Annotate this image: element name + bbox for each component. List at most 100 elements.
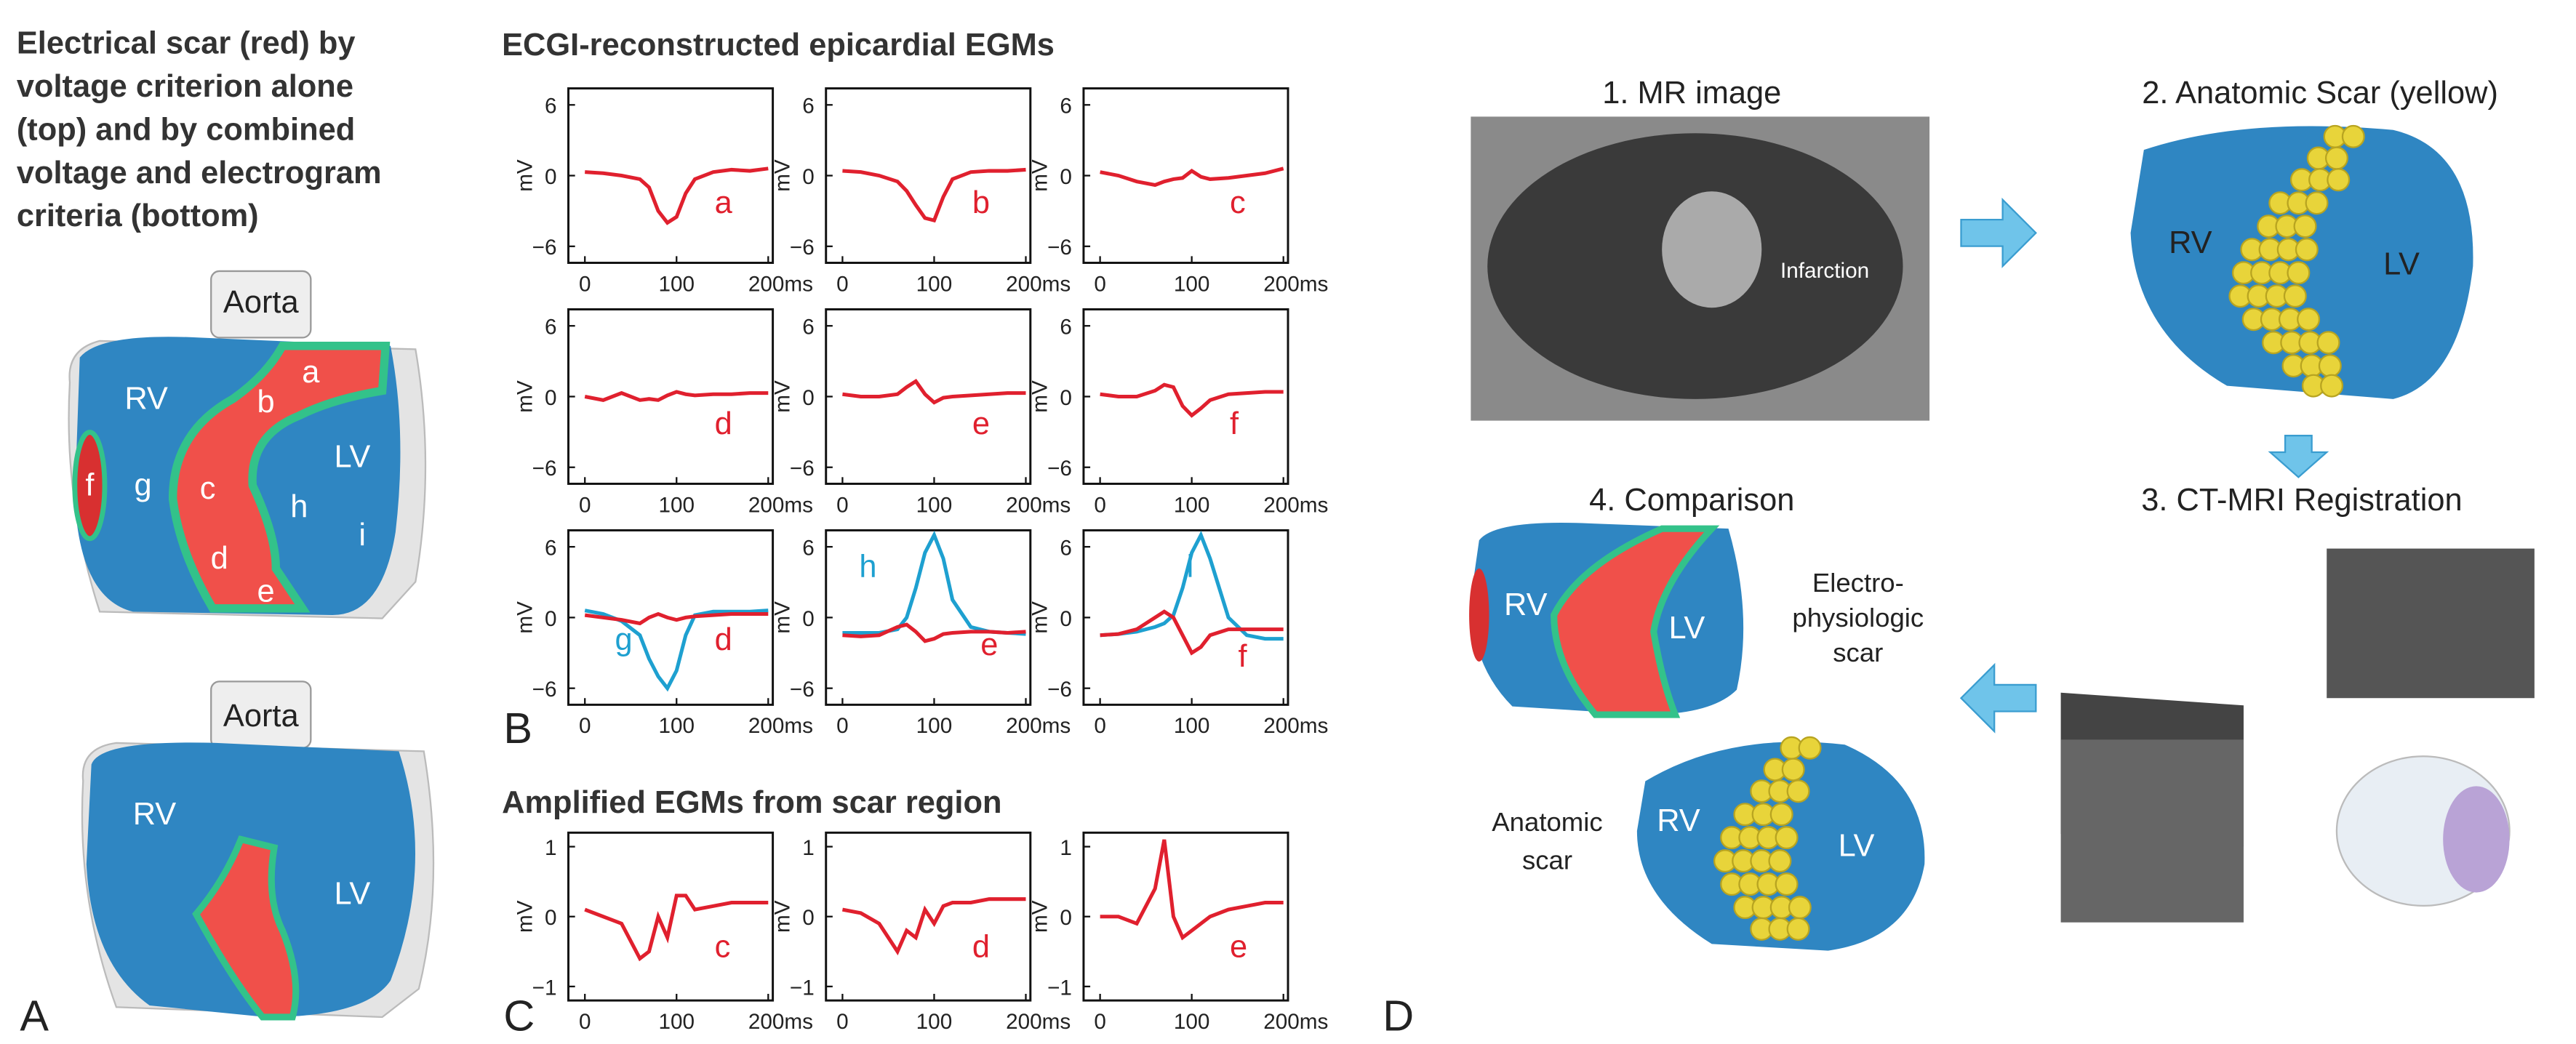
- x-tick-label: 200ms: [1263, 714, 1328, 738]
- y-axis-label: mV: [513, 159, 537, 192]
- y-tick-label: −6: [532, 678, 557, 702]
- plot-frame: [825, 87, 1032, 265]
- heart-label: LV: [335, 440, 371, 475]
- scar-ball: [1769, 803, 1793, 827]
- scar-ball: [2316, 331, 2340, 355]
- scar-region: [168, 342, 391, 613]
- title-line: voltage criterion alone: [17, 69, 353, 104]
- x-tick-label: 100: [658, 714, 695, 738]
- x-tick-label: 200ms: [748, 714, 813, 738]
- trace-label: a: [715, 185, 733, 220]
- heart-label: RV: [124, 382, 168, 417]
- trace-label: e: [980, 627, 998, 662]
- title-line: Electrical scar (red) by: [17, 26, 356, 61]
- y-axis-label: mV: [770, 380, 794, 413]
- x-tick-label: 200ms: [1006, 1010, 1071, 1034]
- scar-ball: [2283, 284, 2307, 308]
- y-axis-label: mV: [1028, 601, 1052, 634]
- arrow: [1960, 197, 2037, 268]
- x-tick-label: 200ms: [1263, 272, 1328, 296]
- heart-label: RV: [1657, 803, 1700, 838]
- scar-ball: [2297, 308, 2321, 332]
- x-tick-label: 100: [1174, 714, 1210, 738]
- trace-label: i: [1187, 549, 1194, 584]
- trace: [1100, 166, 1284, 188]
- y-tick-label: −1: [790, 976, 815, 1000]
- y-tick-label: 6: [545, 537, 557, 561]
- scar-ball: [1786, 779, 1810, 803]
- heart-label: Aorta: [223, 285, 300, 320]
- anatomic-scar: [1713, 736, 1822, 941]
- y-axis-label: mV: [770, 159, 794, 192]
- site-label: e: [257, 574, 275, 609]
- scar-caption: scar: [1522, 846, 1572, 875]
- step-title: 3. CT-MRI Registration: [2141, 483, 2462, 518]
- trace-label: g: [615, 622, 633, 657]
- x-tick-label: 100: [916, 714, 953, 738]
- scar-ball: [1775, 826, 1799, 850]
- trace-label: h: [859, 549, 876, 584]
- x-tick-label: 100: [658, 493, 695, 517]
- plot-frame: [567, 87, 775, 265]
- title-line: criteria (bottom): [17, 198, 259, 233]
- y-tick-label: −1: [532, 976, 557, 1000]
- y-tick-label: −6: [532, 457, 557, 481]
- heart-label: LV: [335, 877, 371, 912]
- arrow: [2268, 435, 2329, 478]
- title-line: (top) and by combined: [17, 112, 355, 147]
- x-tick-label: 100: [658, 272, 695, 296]
- x-tick-label: 0: [579, 1010, 591, 1034]
- site-label: d: [211, 541, 228, 576]
- y-tick-label: 0: [1060, 607, 1072, 631]
- y-axis-label: mV: [770, 900, 794, 933]
- site-label: i: [359, 518, 366, 553]
- y-tick-label: 1: [1060, 836, 1072, 860]
- x-tick-label: 0: [1094, 1010, 1106, 1034]
- x-tick-label: 200ms: [1006, 714, 1071, 738]
- heart-label: LV: [1839, 828, 1875, 863]
- panel-title: Amplified EGMs from scar region: [502, 785, 1001, 820]
- scar-ball: [2324, 146, 2348, 170]
- trace: [584, 611, 769, 626]
- y-tick-label: −6: [790, 678, 815, 702]
- scar-ball: [2287, 261, 2311, 285]
- scar-ball: [2327, 168, 2351, 192]
- trace-label: f: [1238, 639, 1247, 674]
- heart-label: RV: [2169, 225, 2212, 260]
- panel-label: B: [503, 704, 532, 752]
- y-tick-label: 6: [545, 316, 557, 340]
- y-tick-label: 0: [545, 165, 557, 189]
- scar-region: [1551, 525, 1720, 718]
- x-tick-label: 0: [836, 272, 849, 296]
- y-tick-label: 0: [802, 607, 815, 631]
- x-tick-label: 0: [579, 493, 591, 517]
- y-tick-label: 6: [1060, 95, 1072, 119]
- heart-label: LV: [1669, 611, 1705, 646]
- scar-region: [192, 835, 300, 1021]
- panel-label: C: [503, 991, 535, 1040]
- x-tick-label: 100: [1174, 272, 1210, 296]
- y-tick-label: 0: [802, 165, 815, 189]
- x-tick-label: 0: [836, 493, 849, 517]
- step-title: 2. Anatomic Scar (yellow): [2142, 76, 2498, 111]
- y-tick-label: 0: [545, 906, 557, 930]
- scar-ball: [1781, 758, 1805, 782]
- plot-frame: [825, 529, 1032, 706]
- site-label: h: [290, 489, 308, 524]
- trace: [584, 894, 769, 962]
- x-tick-label: 200ms: [1263, 493, 1328, 517]
- site-label: a: [302, 355, 320, 390]
- site-label: f: [85, 467, 95, 502]
- x-tick-label: 200ms: [748, 1010, 813, 1034]
- x-tick-label: 100: [1174, 1010, 1210, 1034]
- x-tick-label: 100: [658, 1010, 695, 1034]
- heart-label: LV: [2383, 247, 2420, 282]
- panel-d: 1. MR image Infarction 2. Anatomic Scar …: [1383, 76, 2535, 1040]
- y-tick-label: 0: [545, 386, 557, 410]
- x-tick-label: 0: [1094, 493, 1106, 517]
- y-tick-label: −6: [790, 236, 815, 260]
- heart-label: RV: [133, 797, 177, 832]
- y-tick-label: −6: [790, 457, 815, 481]
- ct-image: [2060, 739, 2244, 923]
